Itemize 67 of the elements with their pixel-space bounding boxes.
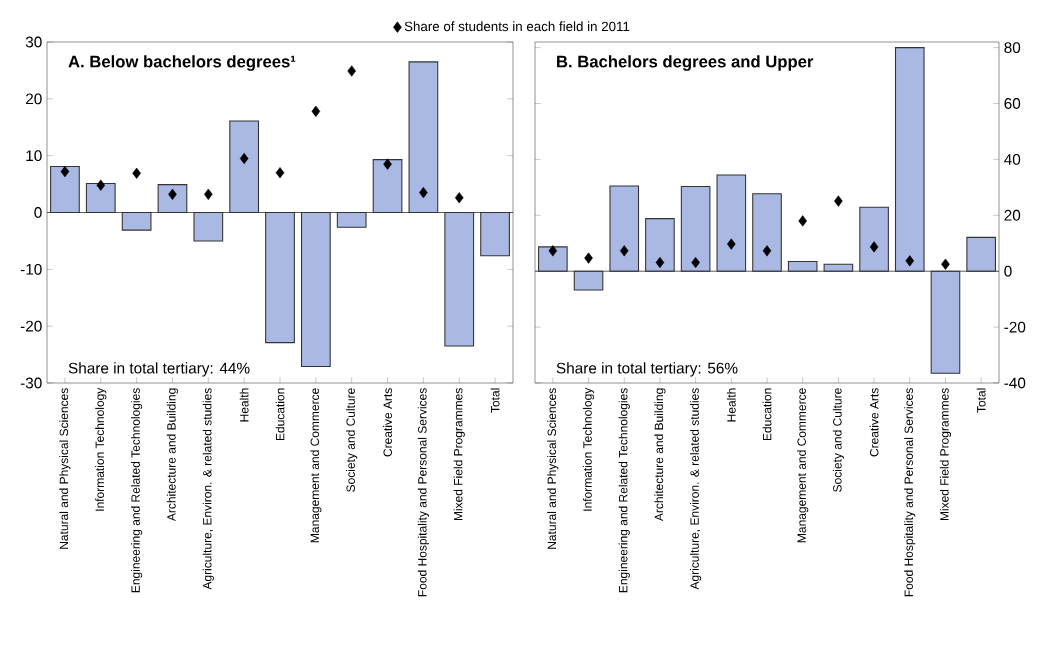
x-tick-label: Creative Arts (383, 388, 392, 457)
x-tick-label: Mixed Field Programmes (939, 388, 952, 521)
annotation: Share in total tertiary: 44% (68, 362, 250, 377)
point (383, 158, 392, 170)
point (60, 165, 70, 178)
x-tick-label: Natural and Physical Sciences (59, 388, 71, 549)
point (347, 65, 356, 77)
x-tick-label: Information Technology (95, 387, 107, 511)
x-tick-label: Management and Commerce (310, 388, 322, 543)
y-tick-label: 30 (25, 36, 42, 48)
point (454, 192, 464, 204)
x-tick-label: Society and Culture (346, 388, 358, 492)
x-tick-label: Education (762, 388, 772, 441)
y-tick-label: -20 (20, 320, 42, 332)
point (869, 241, 879, 253)
point (132, 167, 141, 179)
x-tick-label: Food Hospitality and Personal Services (904, 388, 916, 597)
y-tick-label: 0 (1004, 265, 1012, 277)
x-tick-label: Agriculture, Environ. & related studies (690, 388, 702, 590)
y-tick-label: -40 (1004, 377, 1026, 389)
x-tick-label: Total (490, 388, 500, 413)
x-tick-label: Mixed Field Programmes (453, 388, 465, 521)
x-tick-label: Natural and Physical Sciences (547, 388, 559, 549)
x-tick-label: Society and Culture (832, 388, 844, 492)
point (96, 179, 106, 191)
point (941, 258, 950, 270)
point (905, 255, 915, 267)
point (798, 215, 807, 227)
y-tick-label: -30 (20, 377, 42, 389)
annotation: Share in total tertiary: 56% (556, 362, 738, 377)
x-tick-label: Total (976, 388, 986, 413)
x-tick-label: Health (239, 388, 249, 422)
x-tick-label: Information Technology (582, 387, 595, 511)
x-tick-label: Engineering and Related Technologies (618, 388, 630, 593)
y-tick-label: 60 (1004, 98, 1021, 109)
x-tick-label: Creative Arts (869, 388, 879, 457)
y-tick-label: 40 (1004, 153, 1021, 165)
x-tick-label: Education (275, 388, 285, 441)
point (419, 187, 428, 199)
y-tick-label: 10 (26, 150, 42, 162)
x-tick-label: Management and Commerce (797, 388, 809, 543)
x-tick-label: Food Hospitality and Personal Services (417, 388, 429, 597)
point (655, 256, 665, 269)
y-tick-label: -20 (1004, 321, 1026, 333)
y-tick-label: 0 (34, 207, 42, 218)
y-tick-label: 80 (1004, 42, 1021, 54)
text: B. Bachelors degrees and Upper (557, 55, 814, 71)
point (275, 167, 285, 179)
y-tick-label: 20 (26, 93, 42, 105)
x-tick-label: Health (726, 388, 736, 422)
y-tick-label: -10 (20, 263, 42, 275)
text: A. Below bachelors degrees¹ (68, 55, 296, 71)
point (834, 195, 843, 207)
point (548, 245, 558, 257)
x-tick-label: Architecture and Building (166, 388, 179, 522)
x-tick-label: Engineering and Related Technologies (131, 388, 143, 593)
point (311, 105, 321, 117)
legend-label: Share of students in each field in 2011 (404, 21, 630, 32)
point (619, 245, 629, 257)
point (239, 152, 249, 165)
x-tick-label: Agriculture, Environ. & related studies (202, 388, 214, 590)
y-tick-label: 20 (1004, 209, 1021, 221)
point (762, 245, 772, 257)
point (727, 238, 736, 250)
x-tick-label: Architecture and Building (654, 388, 666, 522)
point (584, 252, 593, 264)
point (204, 188, 213, 200)
